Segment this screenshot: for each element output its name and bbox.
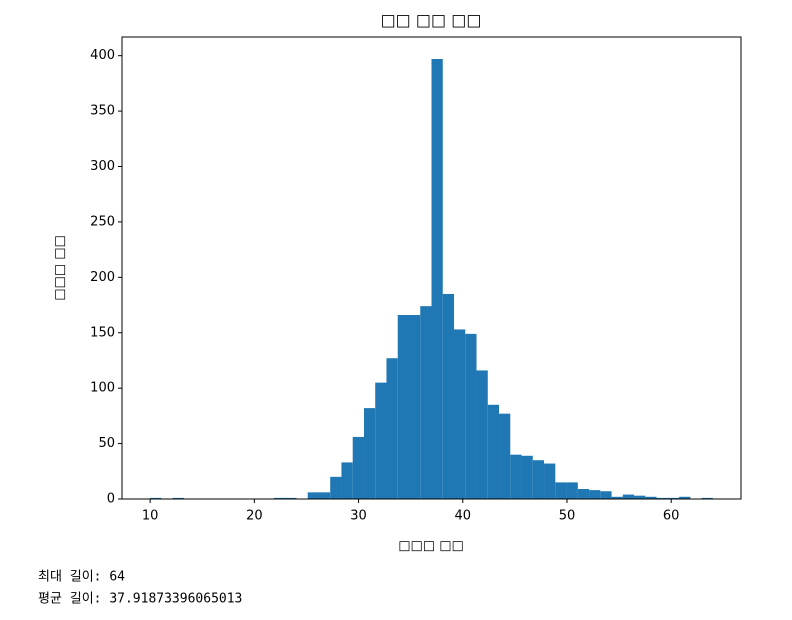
bar [172,497,184,499]
bar [510,454,522,499]
output-line: 최대 길이: 64 [38,570,125,585]
bar [577,489,590,499]
x-tick-label: 10 [142,509,159,524]
bar [465,333,477,499]
bar [555,482,567,499]
y-tick-label: 400 [90,48,115,63]
y-tick-label: 0 [107,492,115,507]
bar [397,315,409,499]
plot-frame [121,36,742,500]
bar [363,408,376,499]
bar [600,491,612,499]
bar [499,413,511,499]
x-tick-label: 20 [246,509,263,524]
bar [679,496,691,499]
output-line: 평균 길이: 37.91873396065013 [38,592,242,607]
bar [634,495,646,499]
bar [341,462,353,499]
x-tick-label: 30 [350,509,367,524]
bar [667,497,680,499]
bar [521,455,533,499]
bar [150,497,162,499]
bar [442,293,455,499]
x-tick-label: 60 [663,509,680,524]
bar [431,59,443,499]
x-tick-label: 40 [454,509,471,524]
y-tick-label: 250 [90,214,115,229]
bar [352,436,364,499]
bar [285,497,297,499]
bar [645,496,657,499]
chart-title: □□ □□ □□ [381,11,482,30]
bar [622,494,635,499]
bar [589,490,601,499]
bar [420,306,432,499]
bar [544,463,556,499]
x-tick-label: 50 [559,509,576,524]
x-axis-label: □□□ □□ [398,539,464,554]
y-tick-label: 150 [90,325,115,340]
bar [611,496,623,499]
bar [375,382,387,499]
y-tick-label: 300 [90,159,115,174]
bar [408,315,421,499]
y-tick-label: 100 [90,381,115,396]
y-axis-label: □□□ □□ [53,235,68,301]
bar [656,497,668,499]
bar [318,492,331,499]
bar [307,492,319,499]
bar [532,460,545,499]
bar [566,482,578,499]
bar [476,370,488,499]
bar [701,497,713,499]
bar [330,476,342,499]
y-tick-label: 50 [98,436,115,451]
y-tick-label: 350 [90,104,115,119]
bar [487,404,500,499]
bar [454,329,466,499]
bar [386,358,398,499]
bar [273,497,286,499]
y-tick-label: 200 [90,270,115,285]
